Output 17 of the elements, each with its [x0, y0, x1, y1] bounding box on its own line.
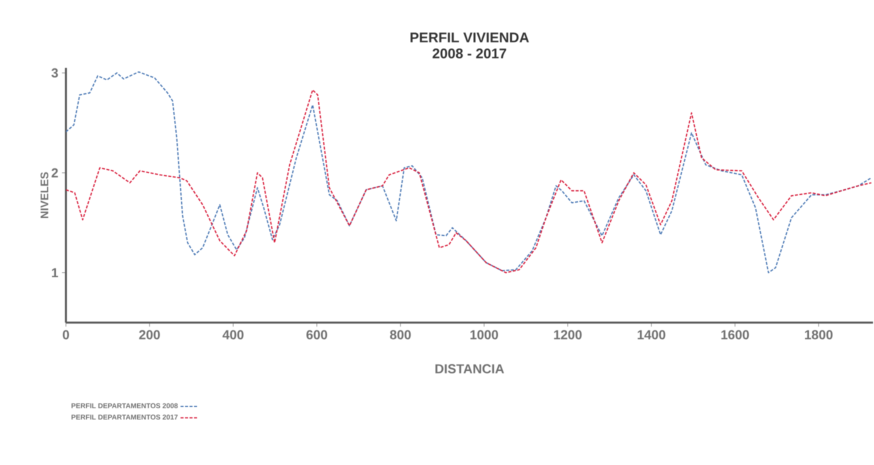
chart-title: PERFIL VIVIENDA	[410, 32, 529, 42]
x-axis-title: DISTANCIA	[435, 364, 504, 374]
x-tick-label: 200	[139, 330, 160, 340]
x-tick-label: 1600	[721, 330, 749, 340]
x-tick-label: 600	[306, 330, 328, 340]
x-tick-label: 0	[62, 330, 69, 340]
x-tick-label: 1200	[554, 330, 582, 340]
y-tick-label: 2	[52, 168, 58, 178]
x-tick-label: 1000	[470, 330, 498, 340]
x-tick-label: 1400	[638, 330, 666, 340]
y-axis-title: NIVELES	[40, 172, 48, 218]
y-tick-label: 1	[52, 268, 58, 277]
x-tick-label: 400	[222, 330, 244, 340]
y-tick-label: 3	[51, 68, 58, 78]
x-tick-label: 800	[390, 330, 411, 340]
chart-subtitle: 2008 - 2017	[432, 48, 506, 58]
x-tick-label: 1800	[805, 330, 833, 340]
